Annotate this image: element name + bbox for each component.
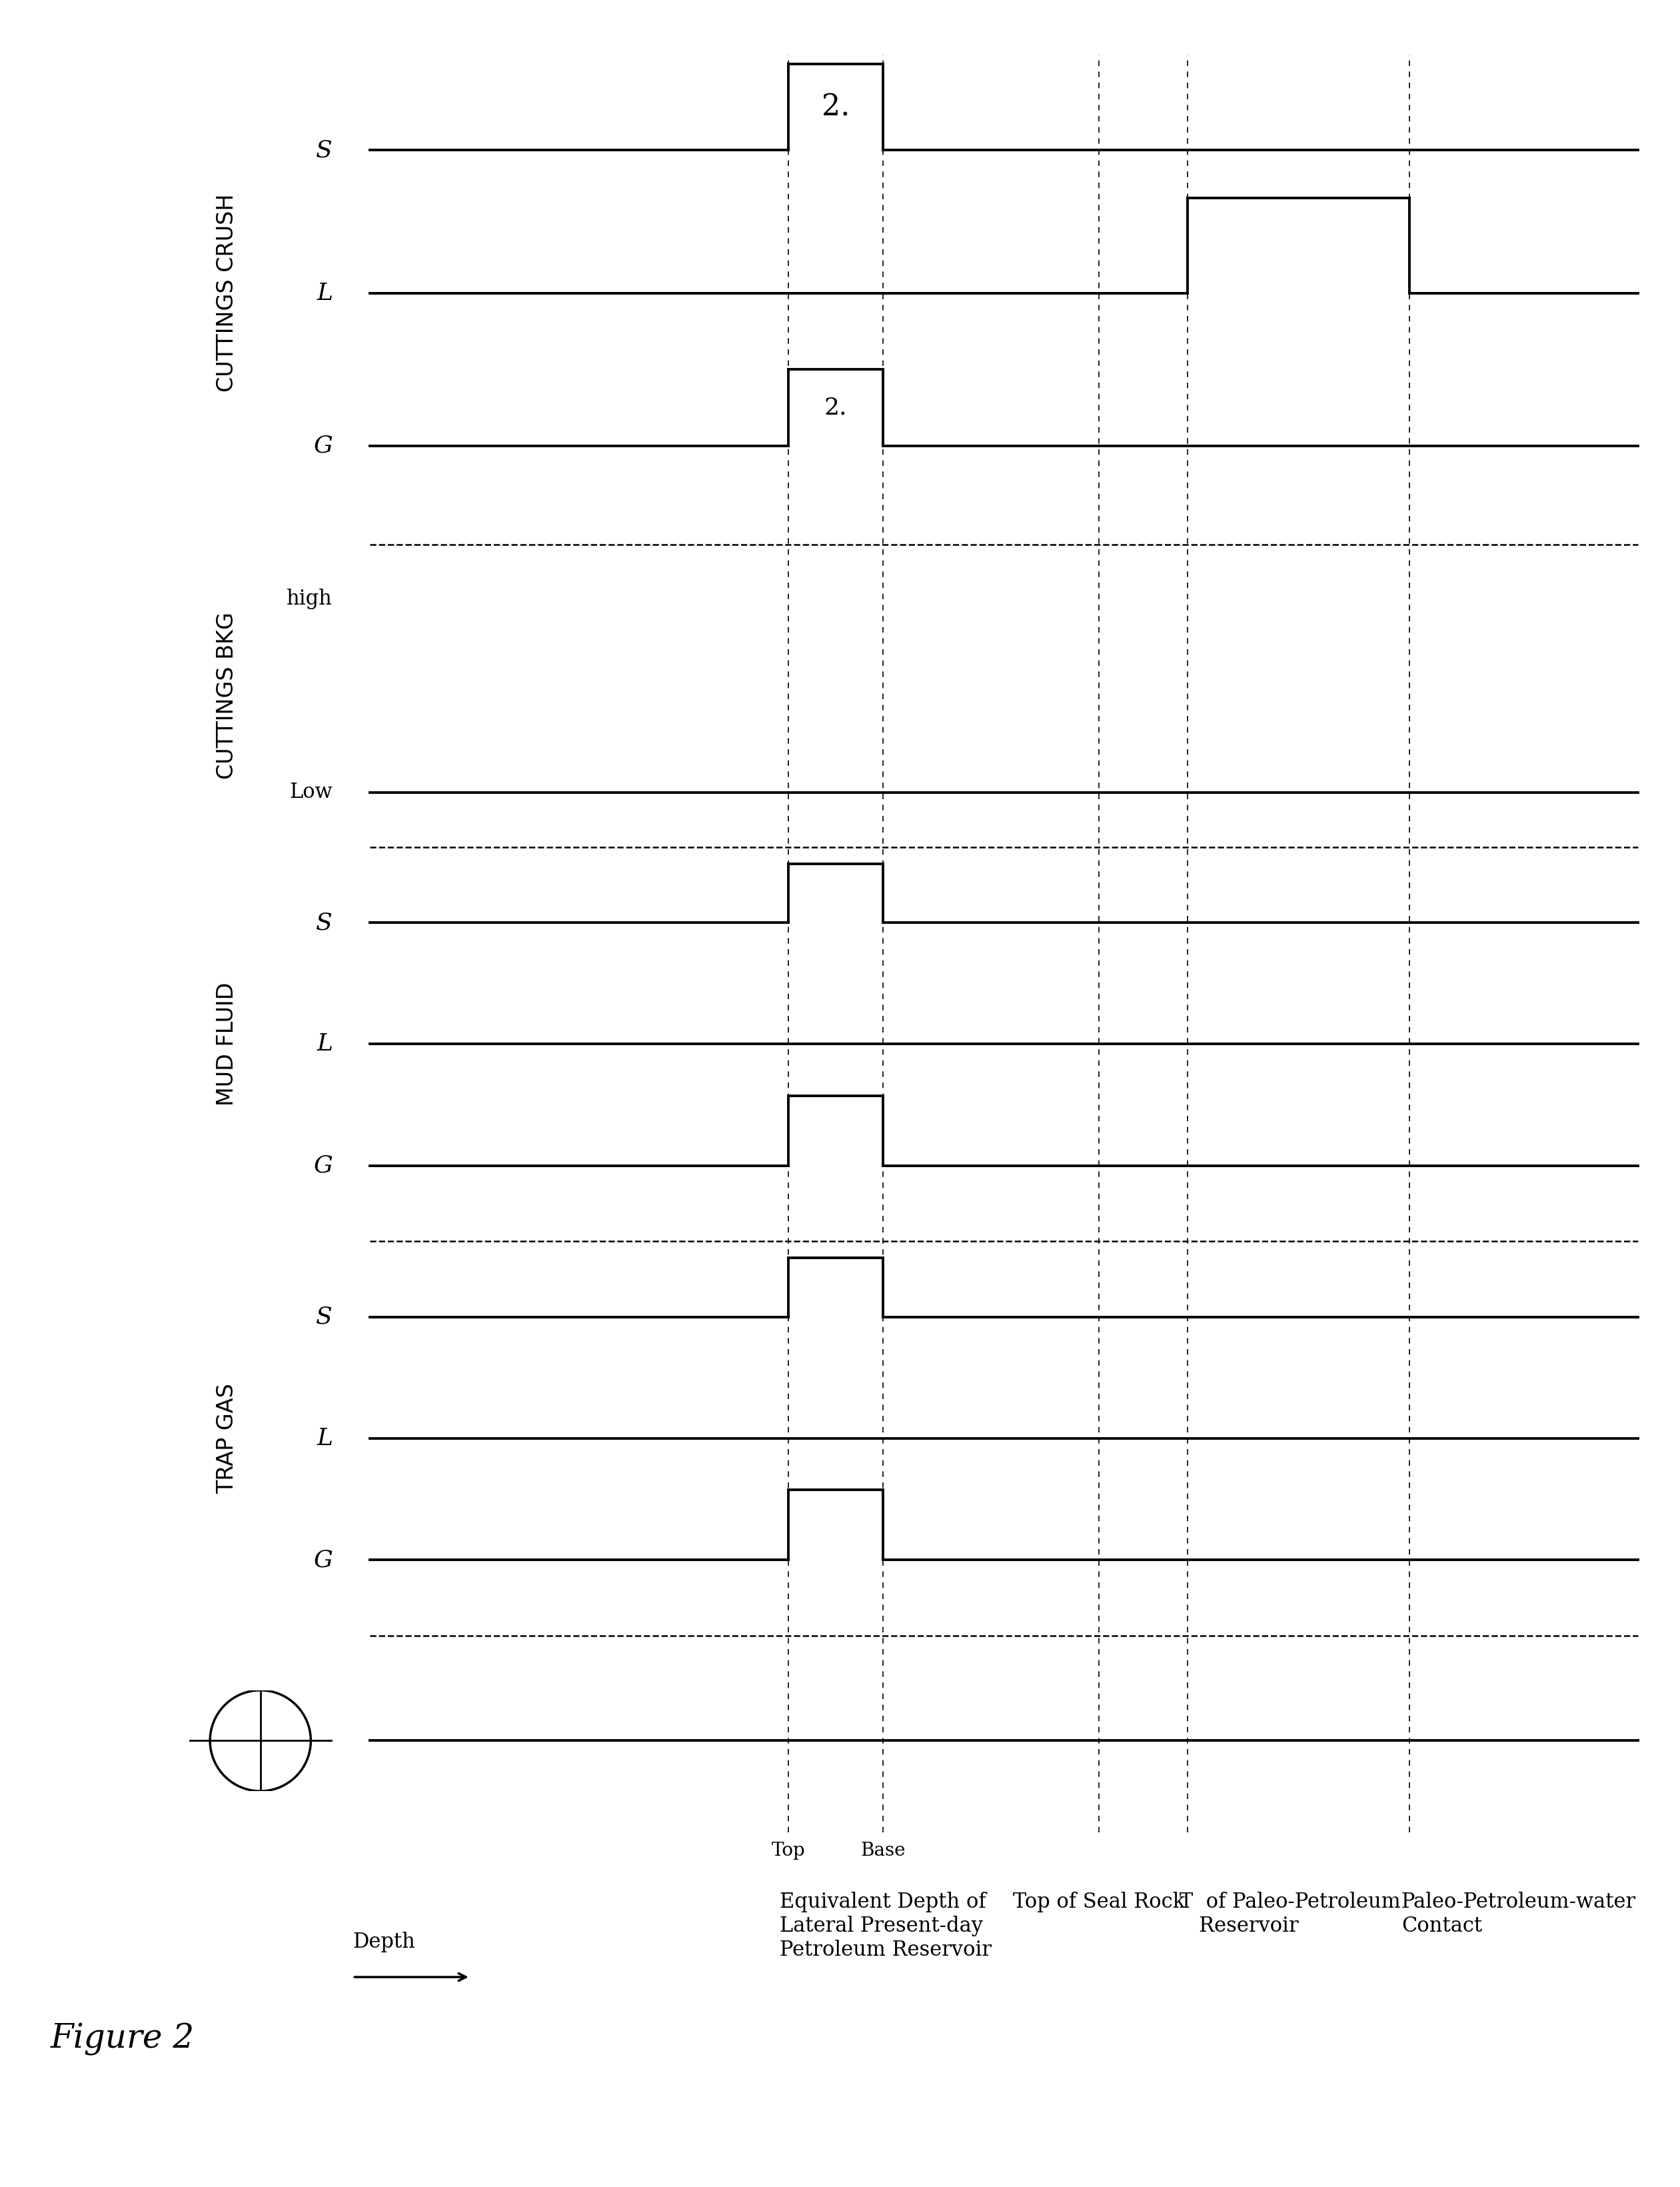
Text: CUTTINGS BKG: CUTTINGS BKG bbox=[215, 612, 239, 779]
Text: high: high bbox=[287, 588, 333, 610]
Text: L: L bbox=[316, 1032, 333, 1056]
Text: S: S bbox=[316, 1306, 333, 1328]
Text: CUTTINGS CRUSH: CUTTINGS CRUSH bbox=[215, 195, 239, 391]
Text: Figure 2: Figure 2 bbox=[50, 2023, 195, 2056]
Text: 2.: 2. bbox=[825, 396, 847, 420]
Text: Low: Low bbox=[289, 783, 333, 803]
Text: Equivalent Depth of
Lateral Present-day
Petroleum Reservoir: Equivalent Depth of Lateral Present-day … bbox=[780, 1892, 991, 1960]
Text: 2.: 2. bbox=[822, 92, 850, 122]
Text: Top of Seal Rock: Top of Seal Rock bbox=[1013, 1892, 1184, 1911]
Text: L: L bbox=[316, 282, 333, 304]
Text: L: L bbox=[316, 1428, 333, 1450]
Text: Depth: Depth bbox=[353, 1931, 415, 1953]
Text: G: G bbox=[314, 1155, 333, 1177]
Text: S: S bbox=[316, 912, 333, 934]
Text: T  of Paleo-Petroleum
   Reservoir: T of Paleo-Petroleum Reservoir bbox=[1179, 1892, 1401, 1935]
Text: G: G bbox=[314, 1548, 333, 1570]
Text: Base: Base bbox=[860, 1841, 906, 1859]
Text: TRAP GAS: TRAP GAS bbox=[215, 1382, 239, 1494]
Text: Top: Top bbox=[771, 1841, 805, 1859]
Text: MUD FLUID: MUD FLUID bbox=[215, 982, 239, 1107]
Text: Paleo-Petroleum-water
Contact: Paleo-Petroleum-water Contact bbox=[1401, 1892, 1636, 1935]
Text: G: G bbox=[314, 435, 333, 457]
Text: S: S bbox=[316, 138, 333, 162]
